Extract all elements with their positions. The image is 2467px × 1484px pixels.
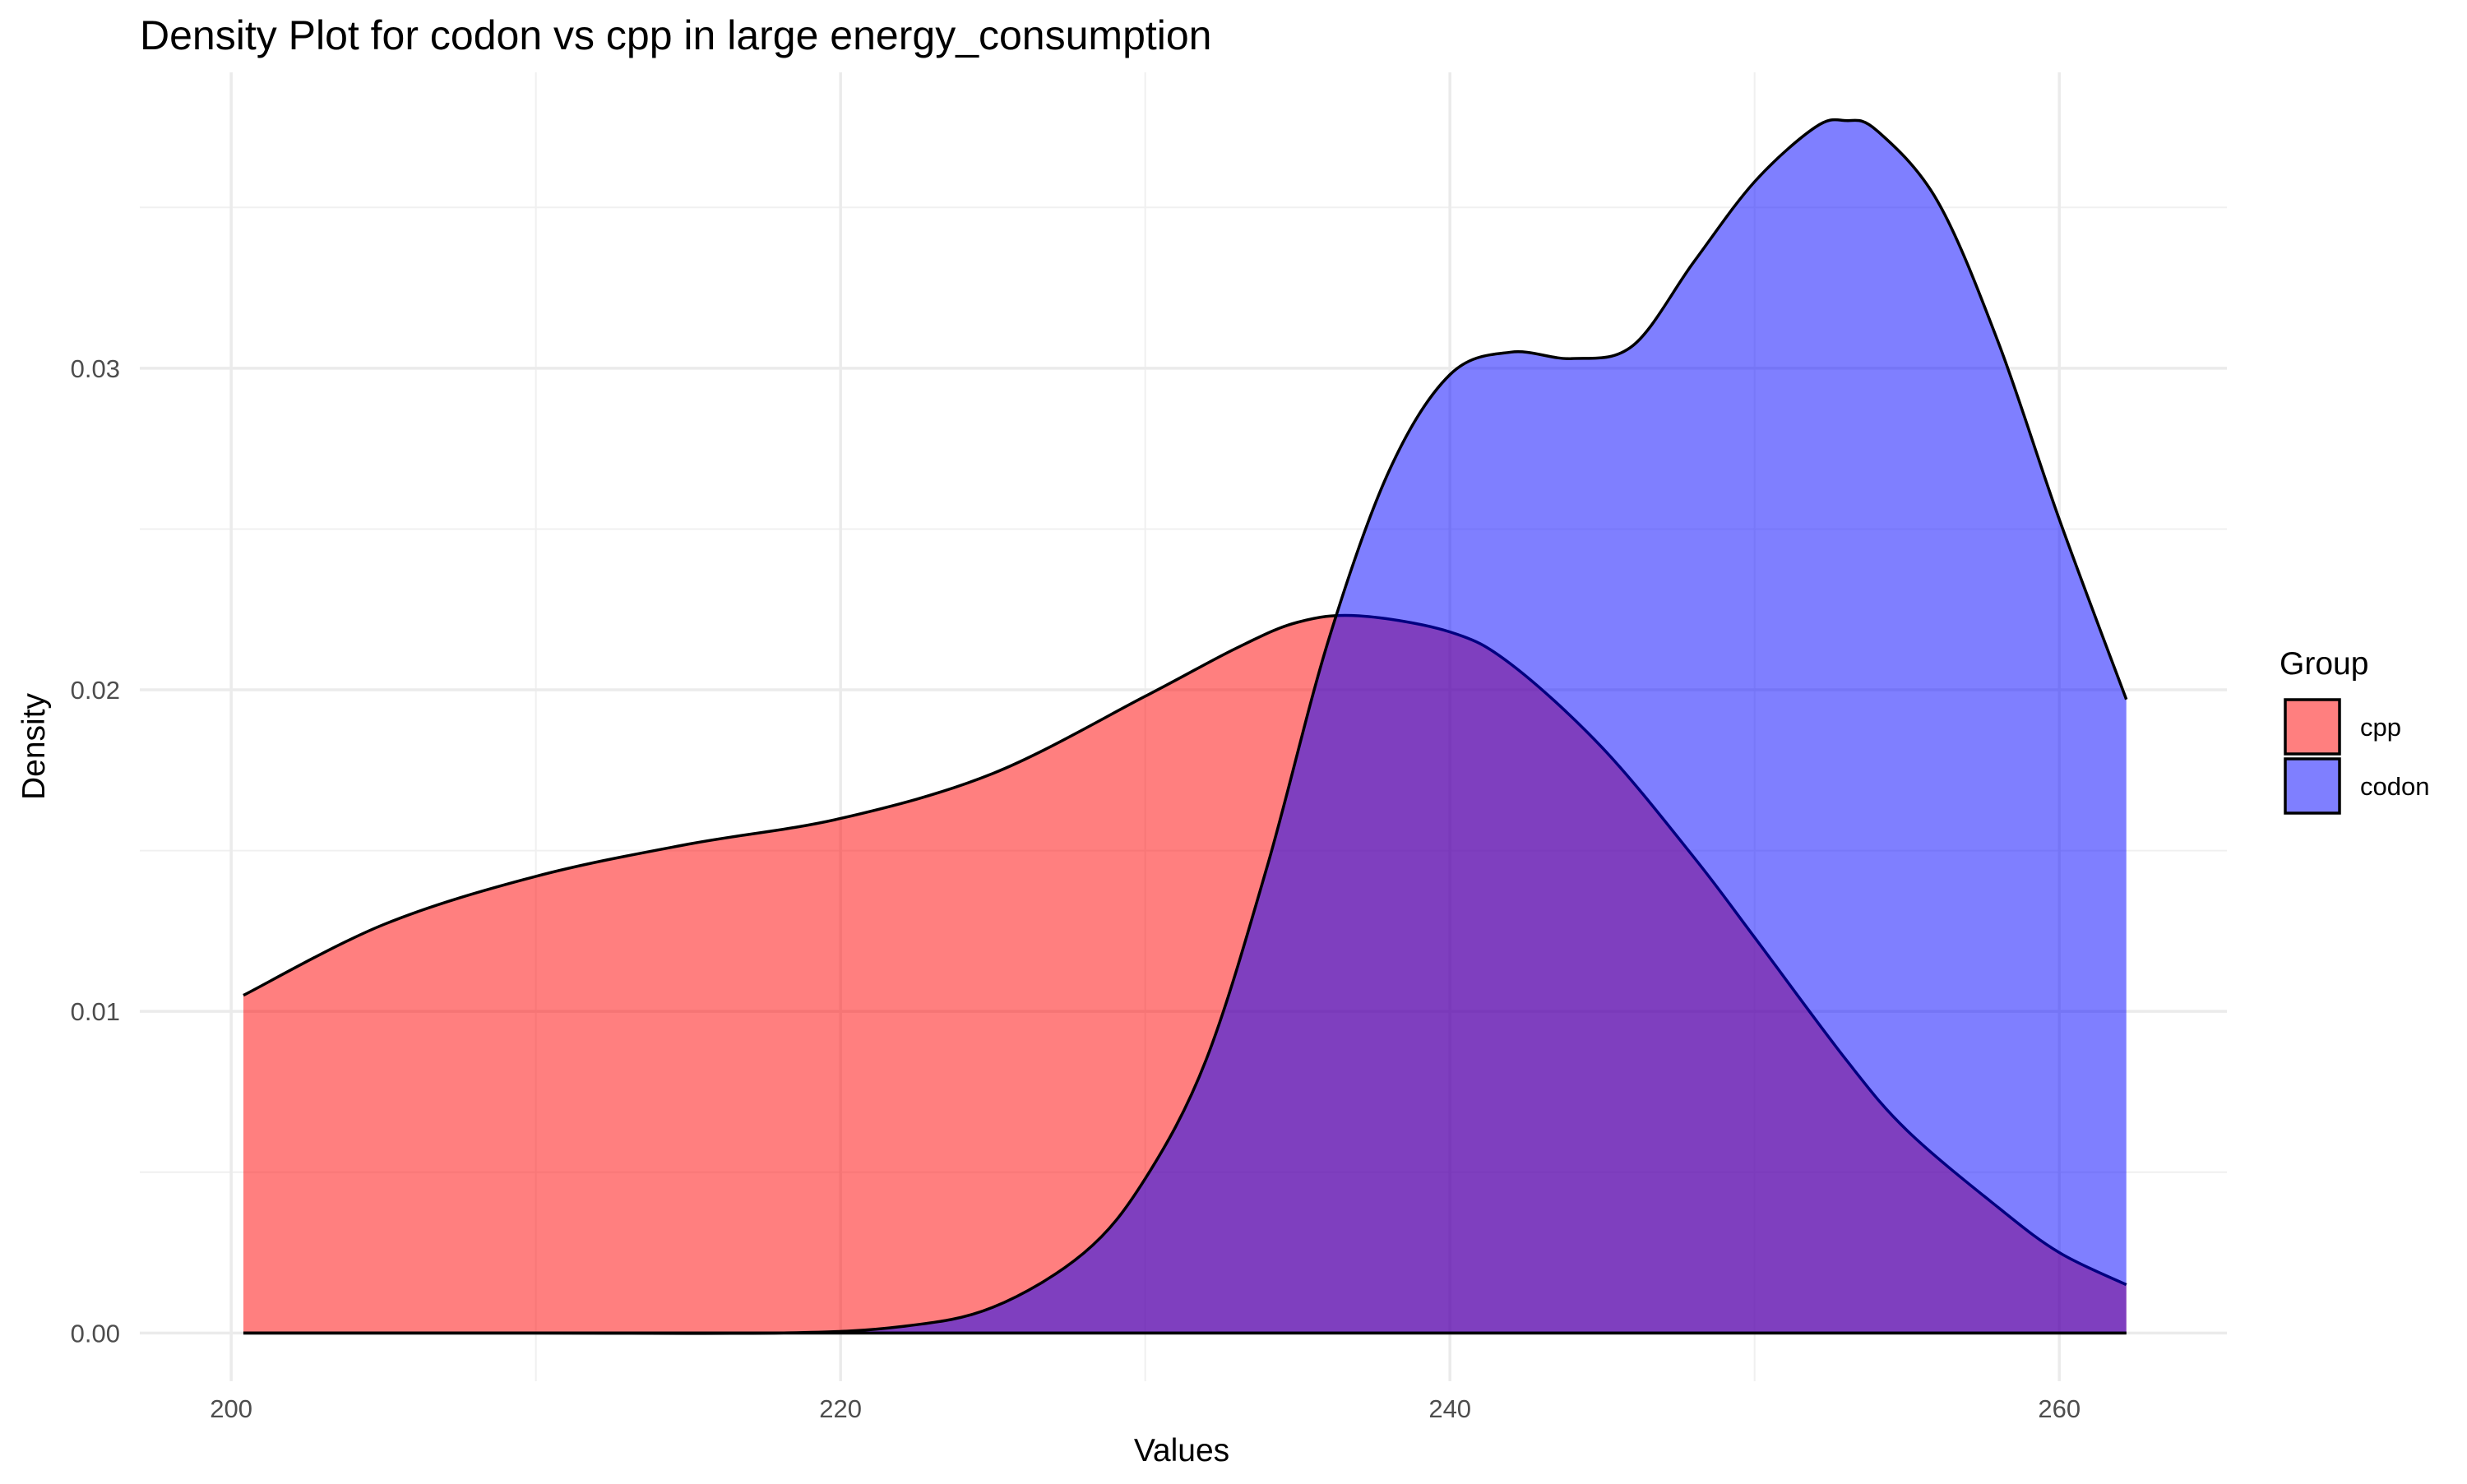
x-tick-label: 220 — [819, 1394, 862, 1423]
y-axis-ticks: 0.00 0.01 0.02 0.03 — [71, 354, 120, 1348]
density-area-codon — [243, 119, 2127, 1334]
legend-items: cpp codon — [2284, 698, 2429, 815]
y-tick-label: 0.01 — [71, 997, 120, 1026]
x-axis-ticks: 200 220 240 260 — [210, 1394, 2081, 1423]
legend-swatch-codon — [2284, 757, 2341, 815]
legend-title: Group — [2280, 646, 2368, 682]
density-curve-codon — [243, 118, 2128, 1335]
density-areas — [243, 118, 2128, 1335]
legend-item-cpp: cpp — [2284, 698, 2401, 756]
x-axis-label: Values — [1134, 1433, 1229, 1468]
legend-swatch-cpp — [2284, 698, 2341, 756]
x-tick-label: 260 — [2038, 1394, 2081, 1423]
y-axis-label: Density — [16, 692, 52, 800]
legend-label-cpp: cpp — [2360, 713, 2401, 742]
y-tick-label: 0.02 — [71, 676, 120, 705]
chart-title: Density Plot for codon vs cpp in large e… — [140, 12, 1212, 58]
x-tick-label: 240 — [1428, 1394, 1471, 1423]
legend-item-codon: codon — [2284, 757, 2429, 815]
y-tick-label: 0.00 — [71, 1319, 120, 1348]
x-tick-label: 200 — [210, 1394, 252, 1423]
legend: Group cpp codon — [2280, 646, 2429, 815]
y-tick-label: 0.03 — [71, 354, 120, 383]
legend-label-codon: codon — [2360, 772, 2429, 801]
